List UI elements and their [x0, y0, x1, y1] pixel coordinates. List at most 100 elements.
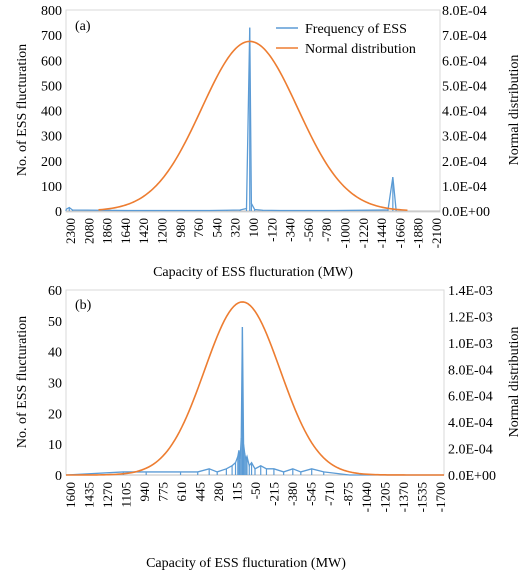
- x-tick-label: -1535: [415, 482, 430, 512]
- x-tick-label: 1200: [155, 218, 170, 244]
- y2-tick-label: 3.0E-04: [442, 130, 487, 145]
- panel-a-y2-axis-title: Normal distribution: [507, 55, 522, 166]
- legend-label-normal: Normal distribution: [305, 42, 416, 57]
- panel-a-y2-tick-labels: 0.0E+00 1.0E-04 2.0E-04 3.0E-04 4.0E-04 5.0E-…: [442, 4, 490, 220]
- y2-tick-label: 7.0E-04: [442, 29, 487, 44]
- x-tick-label: 1600: [63, 482, 78, 508]
- x-tick-label: -1700: [433, 482, 448, 512]
- x-tick-label: -1000: [338, 218, 353, 248]
- x-tick-label: 980: [173, 218, 188, 238]
- y2-tick-label: 2.0E-04: [448, 443, 493, 458]
- y-tick-label: 200: [41, 155, 62, 170]
- x-tick-label: -560: [301, 218, 316, 242]
- y-tick-label: 0: [55, 205, 62, 220]
- x-tick-label: 540: [209, 218, 224, 238]
- y2-tick-label: 1.4E-03: [448, 284, 493, 299]
- panel-a-plot-area: [65, 27, 408, 212]
- y2-tick-label: 5.0E-04: [442, 79, 487, 94]
- x-tick-label: 1640: [118, 218, 133, 244]
- panel-a-label: (a): [75, 19, 91, 34]
- x-tick-label: 1435: [82, 482, 97, 508]
- x-tick-label: 1860: [100, 218, 115, 244]
- normal-distribution-line: [66, 301, 444, 476]
- x-tick-label: 610: [174, 482, 189, 502]
- y2-tick-label: 0.0E+00: [448, 469, 496, 484]
- panel-a-y-axis-title: No. of ESS flucturation: [15, 44, 30, 176]
- x-tick-label: -1660: [392, 218, 407, 248]
- x-tick-label: -50: [248, 482, 263, 499]
- x-tick-label: -380: [285, 482, 300, 506]
- y2-tick-label: 6.0E-04: [448, 390, 493, 405]
- panel-b-y2-axis-title: Normal distribution: [507, 327, 522, 438]
- x-tick-label: 1270: [100, 482, 115, 508]
- y-tick-label: 500: [41, 79, 62, 94]
- x-tick-label: -780: [319, 218, 334, 242]
- x-tick-label: 280: [211, 482, 226, 502]
- x-tick-label: 100: [246, 218, 261, 238]
- y-tick-label: 40: [48, 346, 62, 361]
- y-tick-label: 50: [48, 315, 62, 330]
- panel-a-legend: Frequency of ESS Normal distribution: [276, 22, 416, 57]
- y-tick-label: 600: [41, 54, 62, 69]
- frequency-series-line: [65, 326, 444, 476]
- x-tick-label: -340: [283, 218, 298, 242]
- x-tick-label: -1370: [396, 482, 411, 512]
- x-tick-label: 760: [191, 218, 206, 238]
- x-tick-label: -1880: [411, 218, 426, 248]
- panel-b-y-tick-labels: 0 10 20 30 40 50 60: [48, 284, 62, 484]
- y-tick-label: 300: [41, 130, 62, 145]
- y2-tick-label: 2.0E-04: [442, 155, 487, 170]
- y-tick-label: 400: [41, 105, 62, 120]
- x-tick-label: -120: [264, 218, 279, 242]
- panel-a: (a) 0 100 200 300 400 500 600 700 800 0.0E+00 1.0…: [15, 4, 522, 280]
- x-tick-label: -1205: [378, 482, 393, 512]
- panel-b-plot-area: [65, 301, 444, 476]
- y2-tick-label: 8.0E-04: [448, 363, 493, 378]
- y-tick-label: 30: [48, 377, 62, 392]
- panel-b-frame: [65, 289, 445, 476]
- x-tick-label: 1105: [119, 482, 134, 508]
- y2-tick-label: 1.0E-04: [442, 180, 487, 195]
- x-tick-label: 320: [228, 218, 243, 238]
- y-tick-label: 10: [48, 438, 62, 453]
- x-tick-label: -1220: [356, 218, 371, 248]
- panel-b-x-tick-labels: 1600 1435 1270 1105 940 775 610 445 280 115 -50 -21…: [63, 482, 448, 512]
- y2-tick-label: 4.0E-04: [442, 105, 487, 120]
- y-tick-label: 800: [41, 4, 62, 19]
- x-tick-label: 1420: [136, 218, 151, 244]
- y-tick-label: 100: [41, 180, 62, 195]
- panel-b-y-axis-title: No. of ESS flucturation: [15, 316, 30, 448]
- x-tick-label: 2080: [81, 218, 96, 244]
- y-tick-label: 60: [48, 284, 62, 299]
- y2-tick-label: 8.0E-04: [442, 4, 487, 19]
- y2-tick-label: 1.2E-03: [448, 310, 493, 325]
- x-tick-label: -875: [341, 482, 356, 506]
- panel-a-frame: [65, 9, 441, 213]
- x-tick-label: 445: [193, 482, 208, 502]
- y2-tick-label: 1.0E-03: [448, 337, 493, 352]
- y2-tick-label: 4.0E-04: [448, 416, 493, 431]
- x-tick-label: -2100: [429, 218, 444, 248]
- panel-b-label: (b): [75, 298, 92, 313]
- y-tick-label: 20: [48, 407, 62, 422]
- x-tick-label: 775: [156, 482, 171, 502]
- panel-a-x-tick-labels: 2300 2080 1860 1640 1420 1200 980 760 540 320 100-…: [63, 218, 444, 248]
- panel-a-y-tick-labels: 0 100 200 300 400 500 600 700 800: [41, 4, 62, 220]
- y-tick-label: 0: [55, 469, 62, 484]
- y2-tick-label: 6.0E-04: [442, 54, 487, 69]
- x-tick-label: -710: [322, 482, 337, 506]
- normal-distribution-line: [98, 40, 408, 212]
- x-tick-label: 115: [230, 482, 245, 501]
- y-tick-label: 700: [41, 29, 62, 44]
- x-tick-label: -1040: [359, 482, 374, 512]
- panel-a-x-axis-title: Capacity of ESS flucturation (MW): [153, 265, 353, 280]
- x-tick-label: -215: [267, 482, 282, 506]
- legend-label-frequency: Frequency of ESS: [305, 22, 407, 37]
- x-tick-label: 2300: [63, 218, 78, 244]
- y2-tick-label: 0.0E+00: [442, 205, 490, 220]
- x-tick-label: -1440: [374, 218, 389, 248]
- panel-b: (b) 0 10 20 30 40 50 60 0.0E+00 2.0E-04 4.0E-04 6…: [15, 284, 522, 571]
- panel-b-y2-tick-labels: 0.0E+00 2.0E-04 4.0E-04 6.0E-04 8.0E-04 1.0E-…: [448, 284, 496, 484]
- x-tick-label: 940: [137, 482, 152, 502]
